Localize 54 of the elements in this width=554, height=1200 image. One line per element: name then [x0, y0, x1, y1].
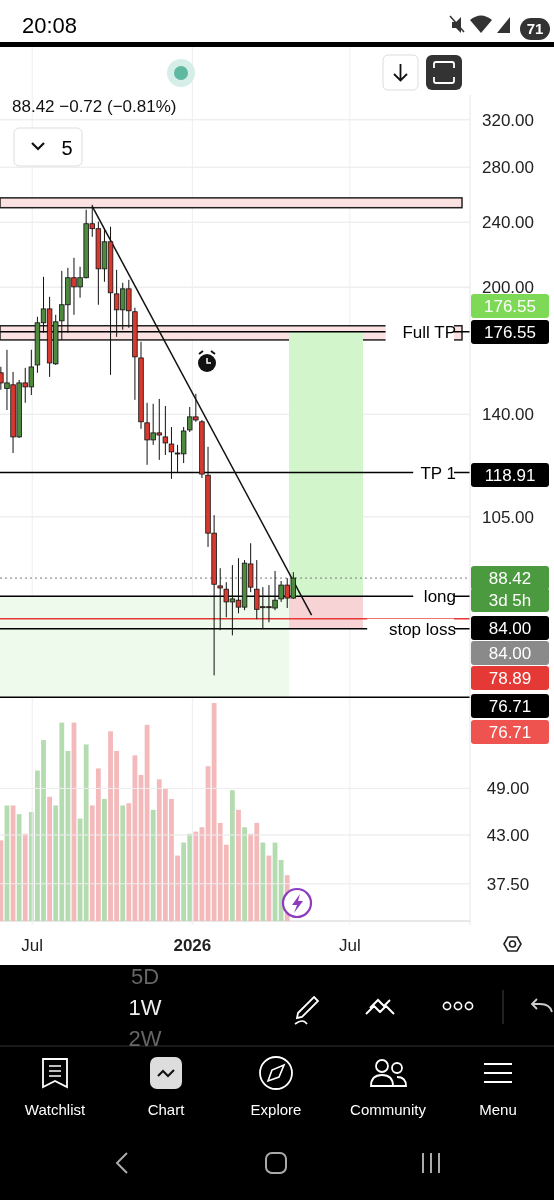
y-tick-label: 200.00 — [482, 278, 534, 298]
chart-subtitle: 88.42 −0.72 (−0.81%) — [12, 97, 177, 116]
text: 3d 5h — [488, 591, 532, 610]
text: 20:08 — [22, 13, 78, 38]
bar — [260, 842, 266, 921]
bar — [236, 809, 241, 921]
candlestick — [217, 567, 223, 631]
text: 5D — [130, 964, 160, 989]
y-tick-label: 49.00 — [486, 779, 530, 799]
text: Menu — [479, 1101, 517, 1118]
bar — [126, 803, 132, 921]
y-tick-label: 240.00 — [482, 213, 534, 233]
text: 176.55 — [484, 297, 536, 316]
bar — [83, 744, 89, 921]
bar — [120, 805, 126, 921]
y-tick-label: 105.00 — [482, 507, 534, 527]
text: Explore — [250, 1101, 302, 1118]
ref-line-label: Full TP — [402, 322, 456, 342]
bar — [0, 840, 4, 921]
bar — [242, 827, 247, 921]
y-tick-label: 43.00 — [486, 825, 530, 845]
y-tick-label: 320.00 — [482, 110, 534, 130]
ref-line-label: TP 1 — [420, 463, 456, 483]
ref-line-label: stop loss — [388, 619, 456, 639]
bar — [150, 809, 156, 921]
text: 176.55 — [484, 323, 536, 342]
bar — [16, 814, 22, 921]
text: 78.89 — [488, 669, 532, 688]
text: Watchlist — [24, 1101, 86, 1118]
bar — [229, 790, 235, 921]
text: 118.91 — [484, 466, 536, 485]
text: 71 — [526, 20, 544, 37]
y-tick-label: 280.00 — [482, 158, 534, 178]
x-tick-label: Jul — [339, 936, 361, 955]
x-tick-label: Jul — [21, 936, 44, 955]
text: 76.71 — [488, 723, 532, 742]
y-tick-label: 140.00 — [482, 405, 534, 425]
ref-line-label: long — [423, 587, 456, 607]
bar — [278, 859, 284, 921]
text: 88.42 — [488, 569, 532, 588]
bar — [22, 833, 28, 921]
text: 84.00 — [488, 619, 532, 638]
bar — [193, 831, 199, 921]
text: Community — [350, 1101, 427, 1118]
text: 2W — [128, 1026, 162, 1051]
text: Chart — [147, 1101, 186, 1118]
text: 76.71 — [488, 697, 532, 716]
text: 84.00 — [488, 644, 532, 663]
bar — [47, 796, 53, 921]
y-tick-label: 37.50 — [486, 874, 530, 894]
x-tick-label: 2026 — [173, 936, 212, 955]
bar — [102, 798, 107, 921]
annotation: 5 — [61, 137, 73, 159]
text: 1W — [128, 995, 162, 1020]
